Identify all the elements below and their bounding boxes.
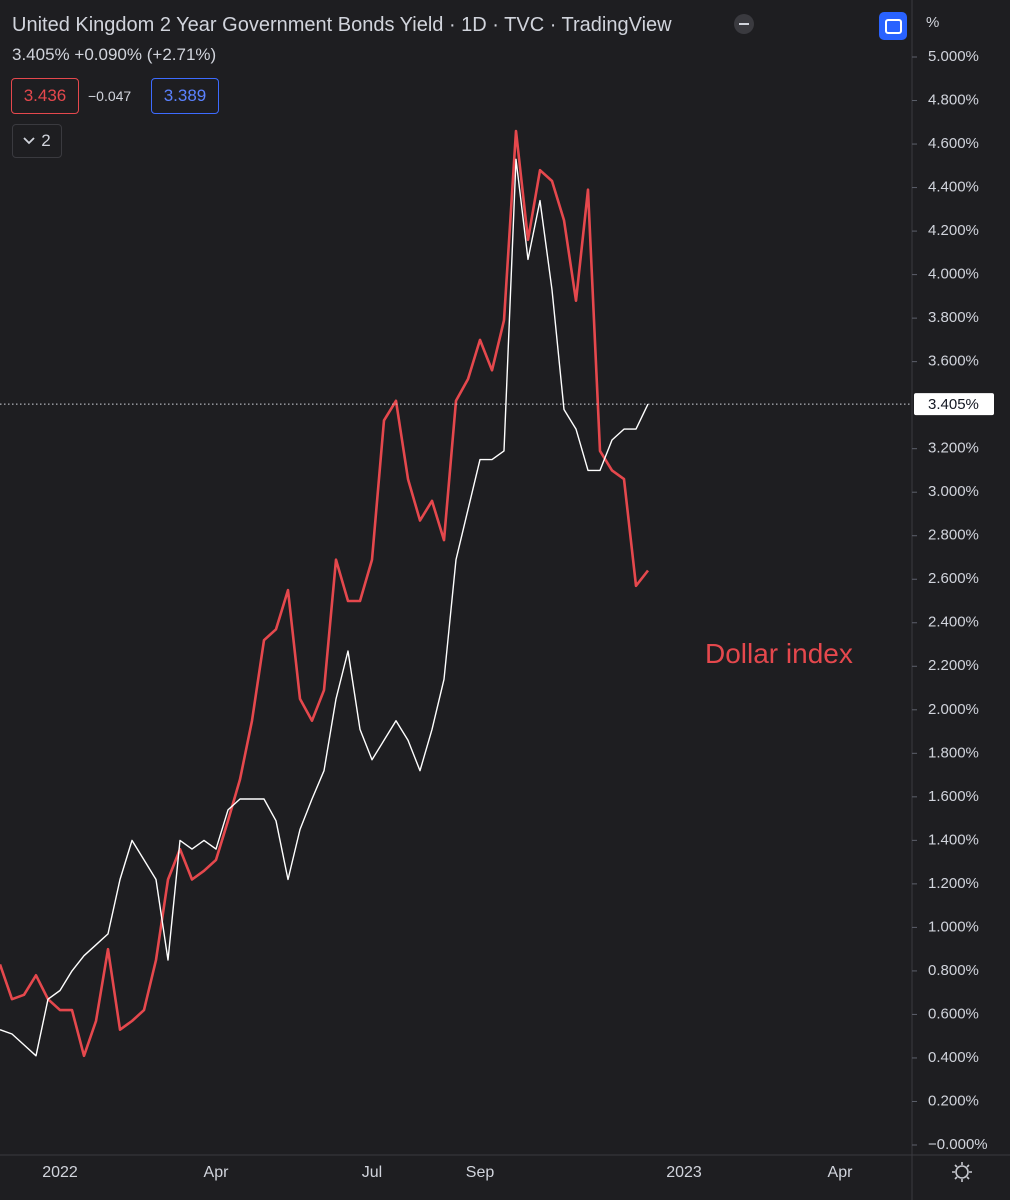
x-tick-label: 2023 <box>666 1164 702 1181</box>
y-tick-label: 2.600% <box>928 570 979 587</box>
y-tick-label: 2.000% <box>928 701 979 718</box>
y-tick-label: 3.200% <box>928 440 979 457</box>
annotation: Dollar index <box>705 638 853 669</box>
last-price-box <box>914 393 994 416</box>
y-tick-label: 1.800% <box>928 744 979 761</box>
collapse-button[interactable]: 2 <box>12 124 62 158</box>
compare-diff: −0.047 <box>88 88 132 104</box>
y-tick-label: 1.000% <box>928 918 979 935</box>
y-tick-label: 3.800% <box>928 309 979 326</box>
chevron-icon <box>23 137 35 145</box>
y-tick-label: 4.600% <box>928 135 979 152</box>
y-tick-label: 1.400% <box>928 831 979 848</box>
compare-value[interactable]: 3.436 <box>11 78 79 114</box>
y-tick-label: 2.800% <box>928 527 979 544</box>
y-tick-label: 1.200% <box>928 875 979 892</box>
series-line <box>0 129 650 1058</box>
y-tick-label: 4.800% <box>928 91 979 108</box>
y-tick-label: 0.400% <box>928 1049 979 1066</box>
compare-base[interactable]: 3.389 <box>151 78 219 114</box>
x-tick-label: Apr <box>204 1164 230 1181</box>
x-tick-label: Sep <box>466 1164 495 1181</box>
y-tick-label: 4.400% <box>928 179 979 196</box>
last-price-label: 3.405% <box>928 396 979 413</box>
x-tick-label: Jul <box>362 1164 382 1181</box>
y-tick-label: 0.200% <box>928 1092 979 1109</box>
collapsed-count: 2 <box>41 131 51 150</box>
y-tick-label: 5.000% <box>928 48 979 65</box>
price-line: 3.405% +0.090% (+2.71%) <box>12 45 216 65</box>
change-percent: (+2.71%) <box>146 45 217 64</box>
y-tick-label: 4.200% <box>928 222 979 239</box>
change: +0.090% <box>74 45 142 64</box>
minimize-icon <box>739 23 749 25</box>
minimize-button[interactable] <box>734 14 754 34</box>
y-tick-label: −0.000% <box>928 1136 988 1153</box>
y-tick-label: 3.600% <box>928 353 979 370</box>
y-tick-label: 2.200% <box>928 657 979 674</box>
x-tick-label: 2022 <box>42 1164 78 1181</box>
y-tick-label: 2.400% <box>928 614 979 631</box>
chart-title: United Kingdom 2 Year Government Bonds Y… <box>12 14 672 36</box>
unit-label: % <box>926 14 940 31</box>
y-tick-label: 3.000% <box>928 483 979 500</box>
y-tick-label: 1.600% <box>928 788 979 805</box>
y-tick-label: 4.000% <box>928 266 979 283</box>
y-tick-label: 0.600% <box>928 1005 979 1022</box>
x-tick-label: Apr <box>828 1164 854 1181</box>
y-tick-label: 0.800% <box>928 962 979 979</box>
fullscreen-button[interactable] <box>879 12 907 40</box>
settings-icon[interactable] <box>952 1162 972 1182</box>
fullscreen-icon <box>885 19 902 34</box>
series-line <box>0 158 649 1057</box>
price: 3.405% <box>12 45 70 64</box>
